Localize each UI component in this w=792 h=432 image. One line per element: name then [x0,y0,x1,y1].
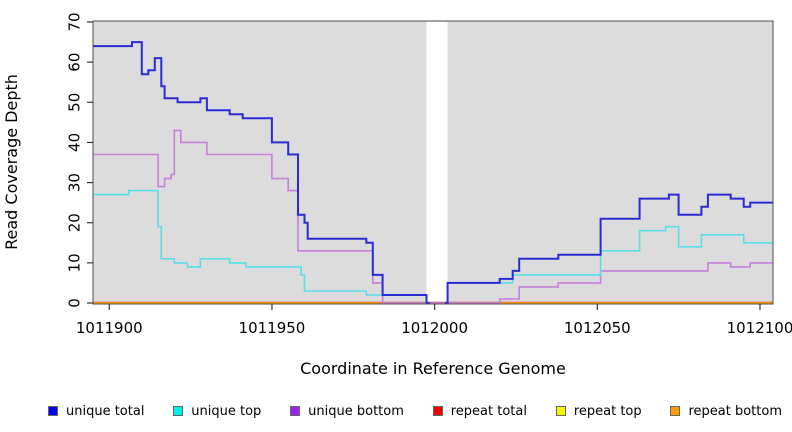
legend-label: repeat total [450,403,527,419]
y-tick-label: 10 [66,253,84,272]
x-tick-label: 1011950 [239,319,306,337]
legend-item-repeat-total: repeat total [432,403,527,419]
legend-item-unique-total: unique total [48,404,144,419]
legend-label: repeat bottom [688,403,782,419]
masked-region-band [426,21,448,304]
series-unique-bottom [93,129,773,304]
y-tick-label: 40 [66,133,84,152]
legend-item-repeat-top: repeat top [555,403,642,419]
x-axis-title: Coordinate in Reference Genome [300,359,566,378]
series-unique-total [93,41,773,304]
y-tick-label: 20 [66,213,84,232]
coverage-chart: 1011900 1011950 1012000 1012050 1012100 0 10 20… [2,12,792,378]
y-tick-label: 30 [66,173,84,192]
y-tick-label: 0 [66,298,84,308]
legend-swatch-icon [670,406,681,416]
legend-swatch-icon [432,406,443,416]
y-tick-label: 70 [66,12,84,31]
legend-label: unique top [191,403,262,419]
series-unique-top [93,189,773,296]
x-tick-label: 1012100 [727,319,792,337]
legend-item-unique-bottom: unique bottom [290,404,404,419]
legend-label: unique total [66,403,145,419]
legend-swatch-icon [173,406,184,416]
legend-label: unique bottom [308,403,404,419]
legend-swatch-icon [290,406,301,416]
chart-legend: unique total unique top unique bottom repea… [48,399,782,423]
legend-item-repeat-bottom: repeat bottom [670,404,782,419]
x-tick-label: 1012050 [564,319,631,337]
x-tick-label: 1012000 [401,319,468,337]
legend-label: repeat top [573,403,642,419]
y-tick-label: 50 [66,93,84,112]
legend-swatch-icon [555,406,566,416]
panel-border [92,20,774,305]
y-axis-title: Read Coverage Depth [2,74,21,250]
legend-item-unique-top: unique top [173,404,261,419]
x-tick-label: 1011900 [76,319,143,337]
legend-swatch-icon [48,406,58,416]
y-tick-label: 60 [66,53,84,72]
